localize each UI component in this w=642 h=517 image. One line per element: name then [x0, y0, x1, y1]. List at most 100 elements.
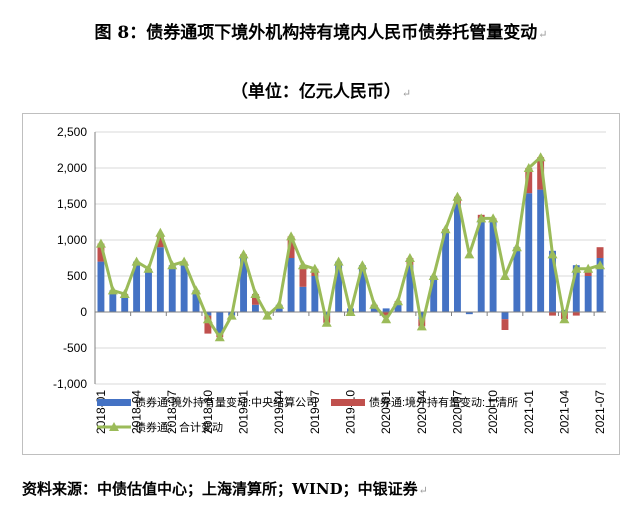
x-tick-label: 2020-07 [450, 390, 464, 434]
total-point [286, 231, 297, 241]
bar-ccdc [560, 309, 568, 312]
total-point [238, 249, 249, 259]
bar-shclearing [572, 312, 580, 316]
total-point [476, 213, 487, 223]
bar-shclearing [156, 236, 164, 248]
x-tick-label: 2020-01 [379, 390, 393, 434]
bar-shclearing [537, 157, 545, 190]
y-tick-label: 0 [80, 305, 87, 319]
total-point [393, 296, 404, 306]
x-tick-label: 2019-01 [237, 390, 251, 434]
bar-ccdc [370, 308, 378, 312]
bar-shclearing [287, 236, 295, 258]
total-point [333, 256, 344, 266]
bar-ccdc [109, 290, 117, 312]
bar-ccdc [204, 312, 212, 316]
bar-ccdc [477, 218, 485, 312]
bar-ccdc [97, 261, 105, 312]
bar-ccdc [192, 290, 200, 312]
x-tick-label: 2021-07 [593, 390, 607, 434]
bar-ccdc [168, 265, 176, 312]
bar-ccdc [465, 312, 473, 315]
bar-ccdc [394, 304, 402, 312]
x-tick-label: 2018-07 [165, 390, 179, 434]
legend-marker-total [109, 422, 119, 431]
total-point [428, 271, 439, 280]
bar-ccdc [489, 222, 497, 312]
legend-swatch-ccdc [97, 399, 131, 406]
legend-swatch-shclearing [331, 399, 365, 406]
x-tick-label: 2020-04 [415, 390, 429, 434]
bar-ccdc [358, 265, 366, 312]
x-tick-label: 2018-04 [130, 390, 144, 434]
x-tick-label: 2019-04 [272, 390, 286, 434]
bar-ccdc [525, 193, 533, 312]
bar-ccdc [382, 308, 390, 312]
x-tick-label: 2020-10 [486, 390, 500, 434]
bar-shclearing [299, 265, 307, 287]
bar-ccdc [180, 265, 188, 312]
bar-ccdc [335, 261, 343, 312]
total-point [511, 242, 522, 252]
y-tick-label: 500 [67, 269, 87, 283]
total-point [571, 263, 582, 273]
bar-shclearing [501, 319, 509, 330]
bar-ccdc [501, 312, 509, 320]
y-axis-labels: -1,000 -500 0 500 1,000 1,500 2,000 2,500 [53, 125, 87, 391]
chart-title: 图 8：债券通项下境外机构持有境内人民币债券托管量变动↵ [94, 23, 548, 43]
bar-ccdc [121, 297, 129, 312]
bar-shclearing [382, 312, 390, 316]
total-point [214, 332, 225, 342]
bar-ccdc [596, 258, 604, 312]
gridlines [94, 131, 606, 385]
bar-ccdc [572, 265, 580, 312]
total-line [95, 152, 606, 342]
total-point [440, 224, 451, 234]
chart-subtitle: （单位：亿元人民币）↵ [230, 82, 412, 102]
total-point [595, 260, 606, 270]
x-tick-label: 2021-04 [557, 390, 571, 434]
bar-ccdc [323, 312, 331, 316]
y-tick-label: 2,000 [57, 161, 87, 175]
total-point [95, 238, 106, 248]
y-tick-label: 1,500 [57, 197, 87, 211]
x-tick-label: 2019-07 [308, 390, 322, 434]
total-point [226, 310, 237, 320]
total-point [131, 256, 142, 266]
bar-shclearing [549, 312, 556, 316]
bar-ccdc [406, 265, 414, 312]
y-tick-label: 1,000 [57, 233, 87, 247]
y-tick-label: 2,500 [57, 125, 87, 139]
bar-ccdc [442, 232, 450, 312]
total-point [547, 249, 558, 259]
total-point [309, 263, 320, 273]
bar-ccdc [513, 247, 521, 312]
bar-shclearing [251, 294, 259, 305]
total-point [321, 317, 332, 327]
bar-ccdc [537, 189, 545, 312]
bar-ccdc [251, 304, 259, 312]
total-point [499, 271, 510, 280]
x-tick-label: 2019-10 [344, 390, 358, 434]
legend-label-ccdc: 债券通:境外持有量变动:中央结算公司 [135, 395, 317, 409]
y-tick-label: -500 [63, 341, 87, 355]
bar-ccdc [430, 276, 438, 312]
total-point [488, 213, 499, 223]
total-point [404, 253, 415, 262]
bar-shclearing [204, 315, 212, 334]
legend-label-shclearing: 债券通:境外持有量变动:上清所 [369, 395, 518, 409]
legend: 债券通:境外持有量变动:中央结算公司 债券通:境外持有量变动:上清所债券通：合计变… [97, 395, 518, 434]
total-point [535, 152, 546, 162]
total-point [464, 249, 475, 259]
total-point [523, 163, 534, 172]
total-point [583, 263, 594, 273]
total-point [452, 191, 463, 201]
total-point [119, 289, 130, 298]
bar-ccdc [216, 312, 224, 334]
bar-ccdc [311, 276, 319, 312]
bar-ccdc [454, 204, 461, 312]
bar-shclearing [596, 247, 604, 258]
total-point [107, 285, 118, 295]
bar-ccdc [549, 250, 556, 312]
total-point [297, 260, 308, 270]
